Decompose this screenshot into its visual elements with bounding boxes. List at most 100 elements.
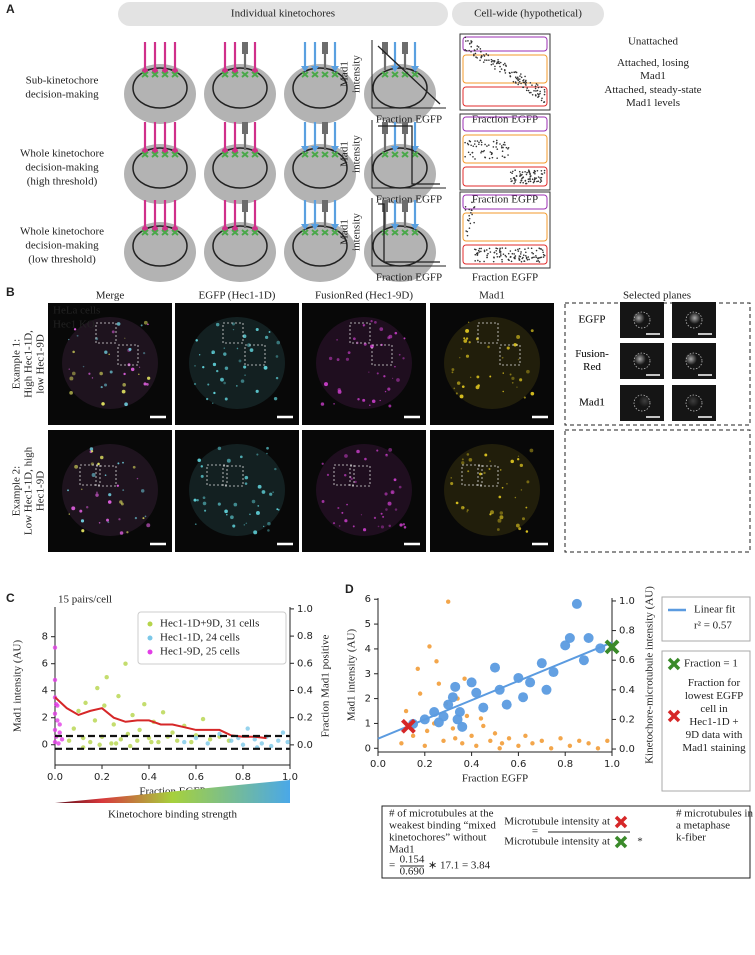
puncta — [487, 345, 490, 349]
kinetochore — [381, 71, 389, 78]
cellwide-dot — [514, 169, 516, 172]
cellwide-dot — [501, 260, 503, 263]
note-text: cell in — [700, 703, 728, 715]
scatter-point — [490, 662, 500, 673]
puncta — [212, 402, 214, 404]
equation-marker — [614, 815, 628, 829]
puncta — [244, 475, 249, 480]
cellwide-dot — [504, 254, 507, 257]
x-axis-label: Fraction EGFP — [462, 773, 528, 785]
cellwide-dot — [474, 260, 476, 262]
puncta — [69, 391, 73, 395]
puncta — [509, 373, 512, 376]
kinetochore — [331, 151, 339, 158]
cellwide-dot — [474, 158, 476, 160]
cellwide-dot — [465, 230, 467, 232]
kinetochore — [401, 229, 409, 236]
note-text: Mad1 staining — [682, 742, 746, 754]
cellwide-dot — [471, 201, 473, 204]
x-tick-label: 0.2 — [417, 759, 433, 770]
cellwide-dot — [486, 256, 488, 259]
mt-end — [322, 200, 328, 212]
scatter-point — [471, 687, 482, 698]
puncta — [267, 529, 270, 532]
puncta — [244, 482, 248, 485]
puncta — [217, 502, 221, 506]
scatter-point — [123, 661, 128, 666]
puncta — [224, 366, 229, 370]
puncta — [134, 516, 138, 520]
puncta — [465, 328, 470, 333]
cellwide-dot — [507, 154, 509, 156]
puncta — [328, 356, 333, 361]
y-tick-label: 8 — [42, 632, 48, 643]
cellwide-dot — [518, 78, 521, 80]
puncta — [239, 455, 243, 459]
puncta — [251, 499, 256, 504]
puncta — [213, 391, 216, 395]
puncta — [68, 513, 70, 515]
cellwide-dot — [529, 82, 532, 84]
mt-end — [411, 224, 419, 230]
puncta — [380, 512, 383, 515]
puncta — [67, 489, 69, 492]
cellwide-dot — [487, 144, 490, 146]
mini-xlabel: Fraction EGFP — [472, 194, 538, 206]
scatter-point — [518, 692, 529, 703]
scatter-point — [276, 738, 281, 743]
puncta — [455, 392, 458, 395]
cellwide-dot — [504, 247, 507, 249]
mt-end — [311, 146, 319, 152]
y-tick-label: 4 — [365, 644, 371, 655]
cellwide-dot — [527, 247, 530, 249]
scatter-point — [57, 730, 62, 735]
cellwide-dot — [492, 146, 495, 148]
puncta — [68, 368, 70, 370]
scatter-point — [135, 738, 140, 743]
legend-box — [661, 596, 751, 642]
cellwide-dot — [478, 141, 480, 144]
cellwide-dot — [494, 68, 496, 70]
note-text: Fraction = 1 — [684, 658, 738, 670]
puncta — [249, 348, 254, 352]
cellwide-dot — [514, 76, 517, 79]
cellwide-dot — [470, 45, 473, 48]
cellwide-dot — [525, 182, 527, 185]
puncta — [116, 484, 120, 487]
cellwide-dot — [520, 73, 522, 75]
puncta — [121, 389, 126, 394]
scatter-point — [71, 726, 77, 731]
puncta — [362, 325, 365, 327]
scatter-point — [149, 739, 154, 745]
mini-axis — [371, 198, 446, 267]
y-tick-label: 2 — [42, 713, 48, 724]
row-label: (high threshold) — [27, 176, 98, 188]
nucleus — [132, 225, 188, 267]
cell-signal — [316, 444, 412, 536]
scatter-point — [55, 718, 60, 723]
cellwide-dot — [467, 143, 470, 146]
puncta — [72, 350, 75, 354]
cellwide-dot — [499, 251, 502, 253]
puncta — [143, 382, 147, 386]
spot — [633, 353, 646, 365]
mt-end — [322, 122, 328, 134]
cellwide-dot — [504, 144, 506, 146]
scatter-point — [424, 728, 430, 734]
puncta — [465, 337, 469, 340]
cellwide-dot — [520, 180, 523, 182]
scatter-point — [464, 713, 470, 719]
cellwide-dot — [480, 151, 482, 154]
legend-marker — [147, 621, 153, 627]
legend-text: Mad1 levels — [626, 97, 680, 109]
cellwide-dot — [515, 71, 518, 74]
puncta — [475, 385, 480, 390]
puncta — [394, 508, 398, 511]
cellwide-dot — [480, 50, 482, 53]
puncta — [463, 337, 466, 340]
cellwide-dot — [527, 89, 530, 92]
cellwide-dot — [518, 80, 521, 83]
puncta — [354, 480, 357, 484]
puncta — [266, 446, 269, 450]
puncta — [200, 474, 204, 478]
